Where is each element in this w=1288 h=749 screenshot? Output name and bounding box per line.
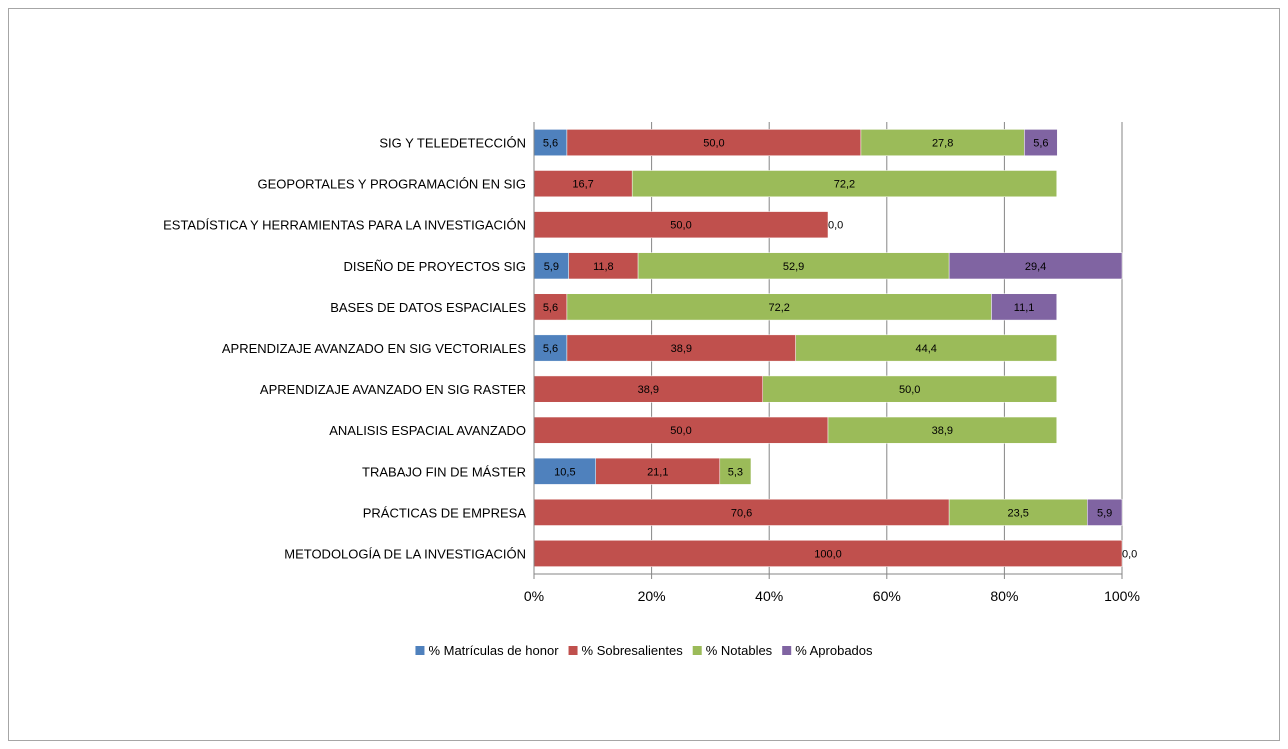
- data-label: 52,9: [783, 261, 804, 273]
- data-label: 5,9: [544, 261, 559, 273]
- category-label: APRENDIZAJE AVANZADO EN SIG VECTORIALES: [222, 341, 526, 356]
- category-label: BASES DE DATOS ESPACIALES: [330, 300, 526, 315]
- legend-label: % Sobresalientes: [582, 643, 684, 658]
- data-label: 0,0: [828, 220, 843, 232]
- axes: 0% 20% 40% 60% 80% 100% SIG Y TELEDETECC…: [163, 122, 1140, 604]
- category-label: ESTADÍSTICA Y HERRAMIENTAS PARA LA INVES…: [163, 218, 526, 233]
- bar-segment: [948, 498, 1088, 526]
- bar-segment: [860, 129, 1025, 156]
- data-label: 29,4: [1025, 261, 1046, 273]
- bar-segment: [637, 252, 950, 280]
- bar-segment: [533, 293, 568, 321]
- category-label: DISEÑO DE PROYECTOS SIG: [343, 259, 526, 274]
- legend-swatch: [568, 646, 578, 655]
- x-tick-label: 0%: [524, 588, 544, 604]
- x-tick-label: 80%: [990, 588, 1018, 604]
- data-label: 23,5: [1008, 507, 1029, 519]
- data-label: 10,5: [554, 466, 575, 478]
- x-tick-label: 40%: [755, 588, 783, 604]
- data-label: 27,8: [932, 138, 953, 150]
- bar-segment: [568, 252, 639, 280]
- legend-swatch: [782, 646, 792, 655]
- x-tick-label: 20%: [638, 588, 666, 604]
- data-label: 5,6: [543, 302, 558, 314]
- bar-segment: [566, 334, 796, 362]
- data-label: 44,4: [915, 343, 936, 355]
- bar-segment: [1024, 129, 1058, 156]
- data-label: 38,9: [638, 384, 659, 396]
- category-label: GEOPORTALES Y PROGRAMACIÓN EN SIG: [258, 177, 527, 192]
- data-label: 5,6: [543, 343, 558, 355]
- bar-segment: [762, 375, 1057, 403]
- data-label: 5,3: [728, 466, 743, 478]
- data-label: 72,2: [768, 302, 789, 314]
- legend-label: % Notables: [706, 643, 773, 658]
- data-label: 50,0: [899, 384, 920, 396]
- category-label: APRENDIZAJE AVANZADO EN SIG RASTER: [260, 382, 526, 397]
- category-label: ANALISIS ESPACIAL AVANZADO: [329, 423, 526, 438]
- category-label: PRÁCTICAS DE EMPRESA: [363, 505, 527, 520]
- data-label: 50,0: [670, 425, 691, 437]
- data-label: 5,6: [1033, 138, 1048, 150]
- bar-segment: [566, 293, 992, 321]
- bar-segment: [795, 334, 1057, 362]
- data-label: 0,0: [1122, 548, 1137, 560]
- category-label: TRABAJO FIN DE MÁSTER: [362, 464, 526, 479]
- bar-segment: [533, 416, 829, 444]
- bar-segment: [1087, 498, 1123, 526]
- legend: % Matrículas de honor % Sobresalientes %…: [415, 643, 873, 658]
- bar-segment: [827, 416, 1057, 444]
- data-label: 50,0: [703, 138, 724, 150]
- bar-segment: [533, 498, 950, 526]
- data-label: 38,9: [671, 343, 692, 355]
- bar-segment: [533, 170, 633, 198]
- bar-segment: [533, 252, 569, 280]
- bar-segment: [595, 457, 721, 485]
- data-label: 38,9: [932, 425, 953, 437]
- data-label: 16,7: [572, 179, 593, 191]
- data-label: 72,2: [834, 179, 855, 191]
- data-label: 5,9: [1097, 507, 1112, 519]
- data-label: 50,0: [670, 220, 691, 232]
- bar-segment: [948, 252, 1123, 280]
- category-label: SIG Y TELEDETECCIÓN: [379, 136, 526, 151]
- data-label: 100,0: [814, 548, 842, 560]
- x-tick-label: 100%: [1104, 588, 1140, 604]
- legend-swatch: [415, 646, 425, 655]
- category-label: METODOLOGÍA DE LA INVESTIGACIÓN: [284, 546, 526, 561]
- bar-segment: [533, 540, 1123, 567]
- bar-segment: [533, 211, 829, 239]
- legend-label: % Aprobados: [795, 643, 873, 658]
- data-label: 70,6: [731, 507, 752, 519]
- bar-segment: [991, 293, 1057, 321]
- data-label: 5,6: [543, 138, 558, 150]
- x-tick-label: 60%: [873, 588, 901, 604]
- data-label: 21,1: [647, 466, 668, 478]
- legend-label: % Matrículas de honor: [428, 643, 559, 658]
- bar-segment: [631, 170, 1057, 198]
- data-label: 11,1: [1014, 302, 1035, 314]
- bars: 5,6 50,0 27,8 5,6 16,7 72,2 50,0 0,0 5,9…: [533, 129, 1137, 567]
- legend-swatch: [692, 646, 702, 655]
- data-label: 11,8: [593, 261, 614, 273]
- bar-segment: [719, 457, 752, 485]
